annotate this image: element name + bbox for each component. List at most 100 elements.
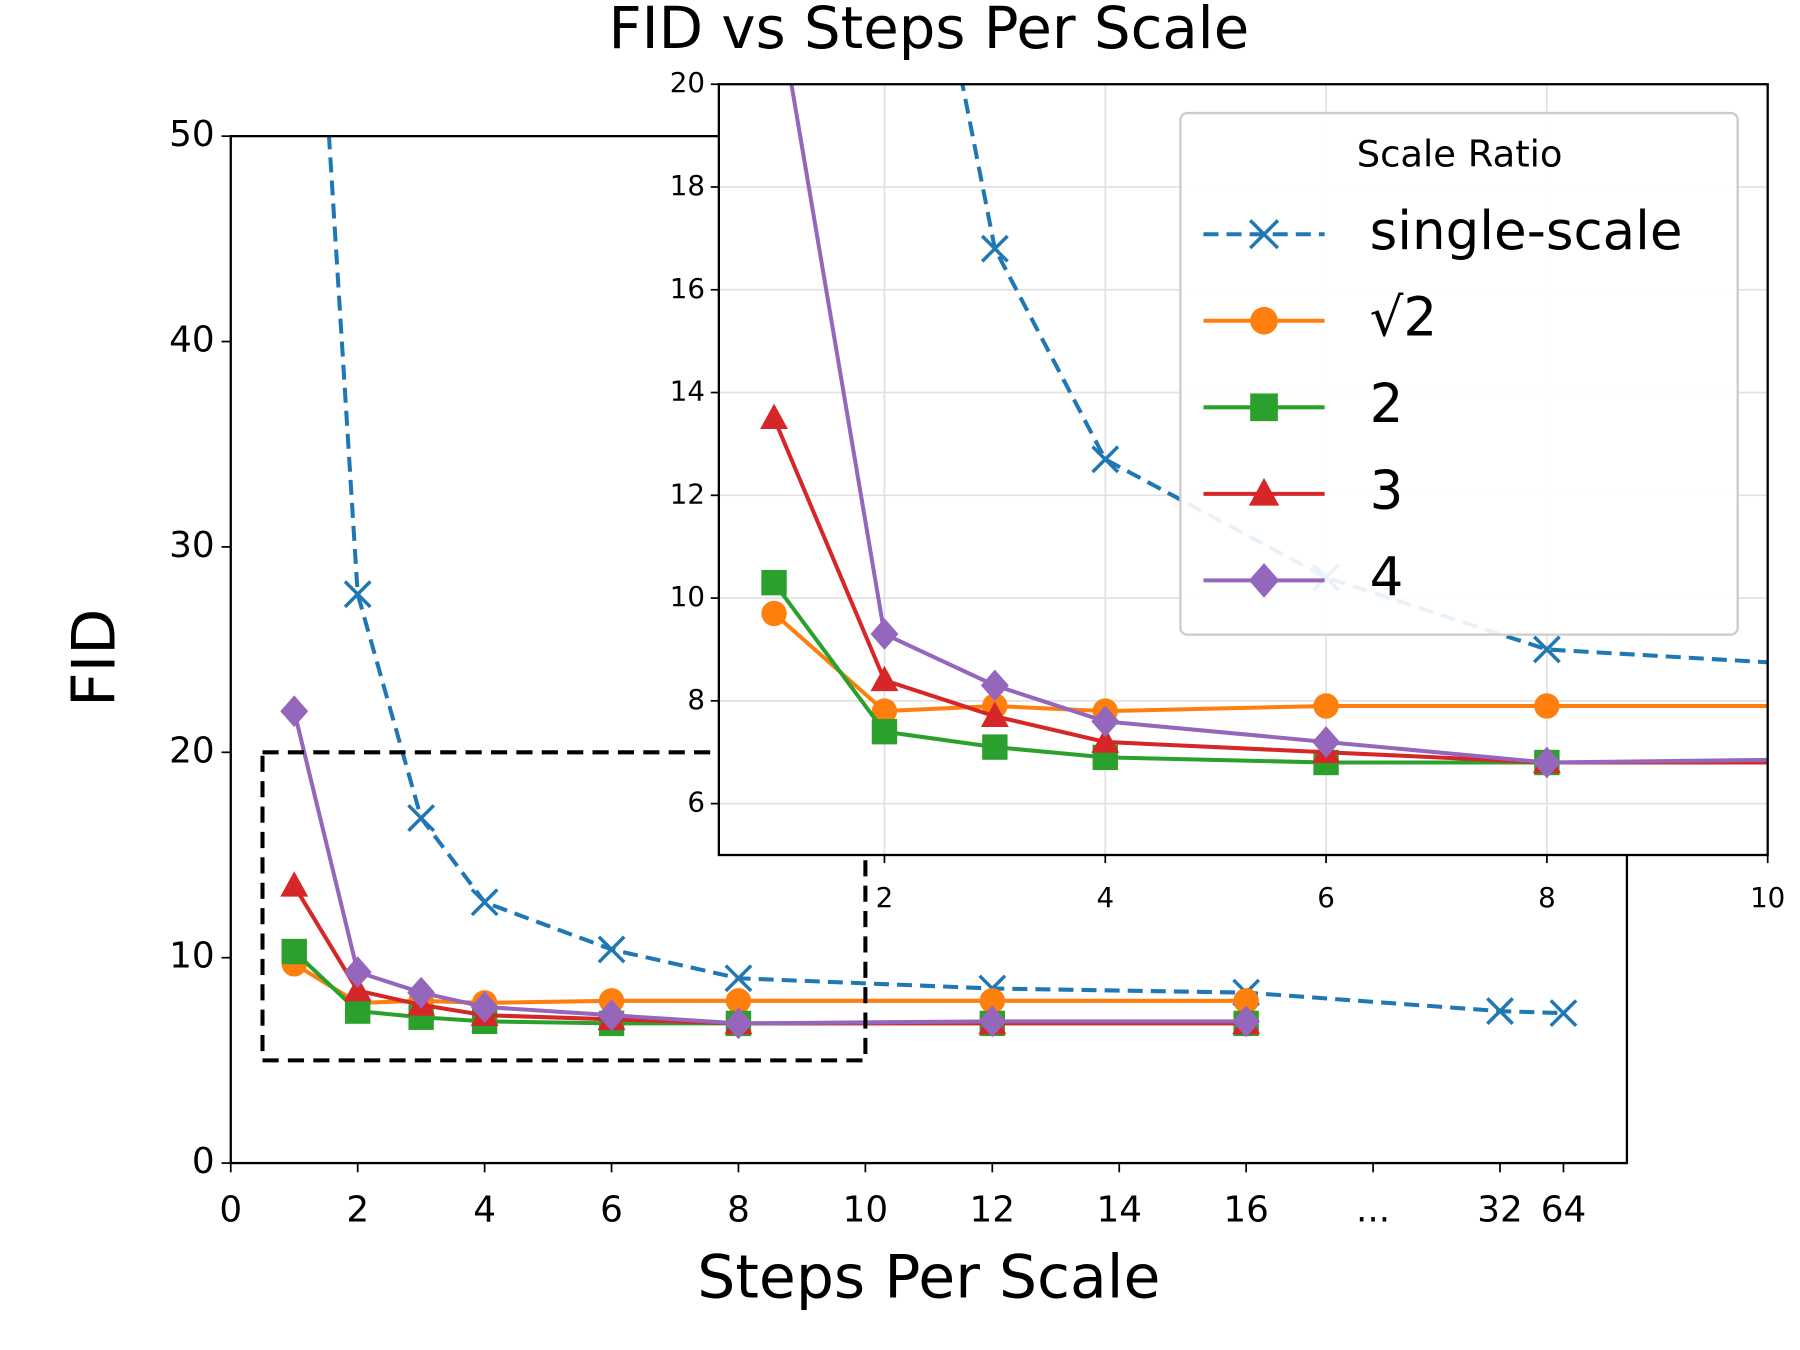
marker-stroke xyxy=(597,935,626,964)
inset-x-tick-label: 2 xyxy=(876,881,894,914)
marker xyxy=(470,888,499,917)
marker xyxy=(1233,988,1259,1014)
marker xyxy=(1248,563,1280,598)
marker xyxy=(281,938,307,965)
x-tick-label: 8 xyxy=(727,1190,750,1231)
x-tick-label: 10 xyxy=(843,1190,889,1231)
marker-stroke xyxy=(1486,997,1514,1026)
x-tick-label: 2 xyxy=(346,1190,369,1231)
marker xyxy=(280,871,309,897)
legend-marker xyxy=(1250,393,1278,422)
inset-x-tick-label: 6 xyxy=(1317,881,1335,914)
x-tick-label: 64 xyxy=(1541,1190,1587,1231)
x-tick-label: 4 xyxy=(473,1190,496,1231)
marker-stroke xyxy=(724,964,753,993)
x-tick-label: 6 xyxy=(600,1190,623,1231)
marker xyxy=(725,988,752,1014)
inset-y-tick-label: 8 xyxy=(687,683,705,716)
y-tick-label: 40 xyxy=(169,320,215,361)
marker xyxy=(980,234,1009,263)
marker xyxy=(1091,705,1120,738)
legend-label: √2 xyxy=(1370,286,1438,348)
marker xyxy=(761,569,787,596)
marker xyxy=(470,991,499,1023)
marker xyxy=(870,665,899,692)
inset-y-tick-label: 12 xyxy=(670,477,705,510)
series-line xyxy=(292,950,1247,1026)
x-tick-label: ... xyxy=(1356,1190,1390,1231)
marker xyxy=(761,600,787,627)
inset-y-tick-label: 16 xyxy=(670,272,705,305)
x-tick-label: 12 xyxy=(970,1190,1016,1231)
marker-stroke xyxy=(407,804,436,832)
marker-stroke xyxy=(1091,445,1120,474)
y-axis-label: FID xyxy=(60,608,130,706)
marker xyxy=(980,701,1009,728)
marker xyxy=(407,804,436,832)
legend-label: 3 xyxy=(1370,459,1404,521)
marker xyxy=(1250,306,1278,335)
marker-stroke xyxy=(470,888,499,917)
series-line xyxy=(772,611,1768,714)
marker xyxy=(1091,445,1120,474)
marker xyxy=(870,618,899,650)
inset-x-tick-label: 10 xyxy=(1750,881,1785,914)
marker xyxy=(597,999,626,1032)
marker xyxy=(407,976,436,1009)
x-tick-label: 0 xyxy=(219,1190,242,1231)
legend-marker xyxy=(1250,306,1278,335)
marker xyxy=(1532,746,1561,779)
marker xyxy=(1091,727,1120,753)
x-axis-label: Steps Per Scale xyxy=(697,1242,1160,1312)
inset-y-tick-label: 14 xyxy=(670,375,705,408)
marker xyxy=(1248,219,1280,250)
marker-stroke xyxy=(343,580,372,609)
plot-area xyxy=(280,136,1578,1040)
marker xyxy=(343,580,372,609)
inset-frame xyxy=(717,83,1769,857)
x-tick-label: 16 xyxy=(1223,1190,1269,1231)
legend-marker xyxy=(1248,563,1280,598)
x-tick-label: 14 xyxy=(1096,1190,1142,1231)
marker xyxy=(280,695,309,728)
y-tick-label: 20 xyxy=(169,730,215,771)
marker xyxy=(345,998,371,1024)
marker xyxy=(1248,477,1280,506)
marker xyxy=(760,403,789,430)
marker xyxy=(1486,997,1514,1026)
inset-y-tick-label: 18 xyxy=(670,169,705,202)
legend-box xyxy=(1179,111,1739,636)
series-line xyxy=(772,417,1768,765)
legend-marker xyxy=(1248,477,1280,506)
marker xyxy=(343,975,372,1002)
marker xyxy=(978,1005,1007,1038)
marker xyxy=(597,935,626,964)
marker xyxy=(871,698,898,724)
marker xyxy=(1232,1005,1261,1038)
marker-stroke xyxy=(1248,219,1280,250)
marker-stroke xyxy=(1532,635,1561,664)
inset-plot-area xyxy=(760,84,1768,779)
marker xyxy=(1312,726,1341,758)
marker xyxy=(724,964,753,993)
marker xyxy=(871,718,898,745)
legend-label: 2 xyxy=(1370,373,1404,435)
y-tick-label: 10 xyxy=(169,936,215,977)
chart-title: FID vs Steps Per Scale xyxy=(608,0,1249,62)
marker xyxy=(982,734,1008,760)
marker-stroke xyxy=(980,234,1009,263)
inset-y-tick-label: 6 xyxy=(687,786,705,819)
series-line xyxy=(326,136,1564,1016)
inset-y-tick-label: 10 xyxy=(670,580,705,613)
inset-x-tick-label: 8 xyxy=(1538,881,1556,914)
legend-marker xyxy=(1248,219,1280,250)
legend-label: single-scale xyxy=(1370,200,1683,262)
marker-stroke xyxy=(1549,999,1578,1028)
marker xyxy=(1313,693,1339,719)
marker xyxy=(1250,393,1278,422)
y-tick-label: 0 xyxy=(192,1141,215,1182)
marker xyxy=(1549,999,1578,1028)
marker xyxy=(979,988,1005,1014)
x-tick-label: 32 xyxy=(1477,1190,1523,1231)
